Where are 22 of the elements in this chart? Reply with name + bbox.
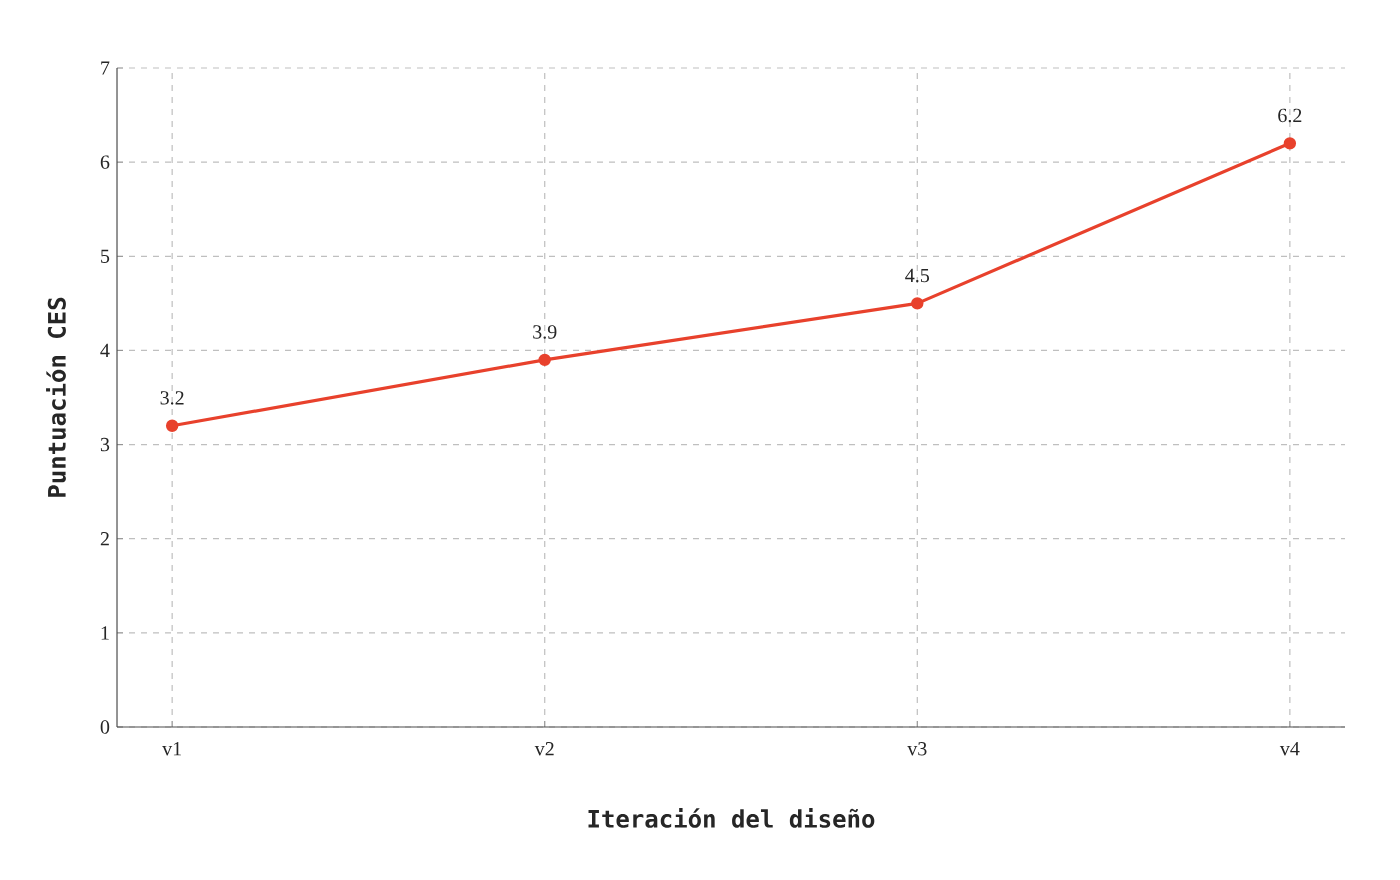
y-tick-label: 0 [100, 720, 110, 734]
y-tick-label: 3 [100, 437, 110, 452]
data-label: 4.5 [905, 268, 930, 283]
y-tick-label: 2 [100, 532, 109, 546]
y-tick-label: 5 [101, 249, 110, 263]
x-tick-label: v1 [162, 742, 181, 756]
point [538, 353, 551, 367]
point [165, 419, 179, 432]
y-axis-title: Puntuación CES [46, 297, 66, 497]
x-tick-label: v2 [534, 742, 554, 756]
point [911, 297, 924, 310]
data-label: 3.2 [160, 391, 184, 405]
point [1283, 137, 1297, 150]
x-axis-title: Iteración del diseño [588, 808, 875, 828]
y-tick-label: 4 [100, 343, 110, 358]
y-tick-label: 7 [101, 61, 110, 75]
y-tick-label: 6 [100, 155, 110, 169]
data-label: 6.2 [1278, 108, 1302, 123]
x-tick-label: v3 [907, 742, 927, 756]
data-label: 3.9 [533, 325, 557, 339]
x-tick-label: v4 [1279, 742, 1300, 756]
y-tick-label: 1 [101, 626, 109, 640]
